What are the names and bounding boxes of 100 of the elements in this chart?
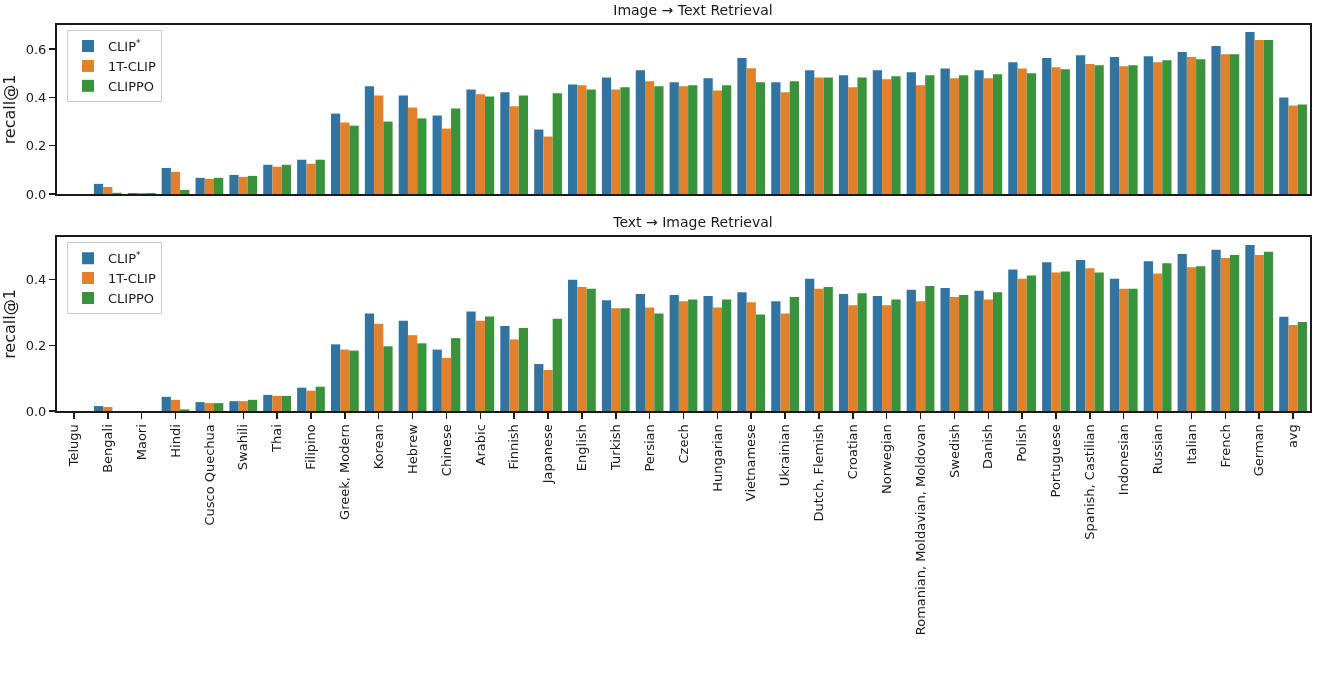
bar	[789, 81, 799, 194]
bar	[974, 70, 984, 194]
bar	[1220, 258, 1230, 411]
bar	[340, 122, 350, 194]
bar	[857, 293, 867, 411]
legend-label: CLIPPO	[108, 78, 155, 94]
bar	[1075, 259, 1086, 411]
bar	[238, 401, 248, 411]
bar	[1008, 62, 1018, 194]
bar	[1263, 39, 1274, 194]
bar	[712, 90, 722, 194]
bar	[161, 396, 171, 411]
bar	[306, 390, 316, 411]
bar	[1143, 56, 1153, 194]
bar	[1042, 262, 1052, 411]
bar	[771, 301, 781, 411]
bar	[805, 278, 815, 411]
bar	[1279, 316, 1289, 411]
bar	[737, 292, 747, 411]
x-tick-label: Cusco Quechua	[201, 424, 217, 526]
bar	[534, 364, 544, 411]
bar	[814, 77, 824, 194]
bar	[1075, 55, 1086, 194]
x-tick-label: avg	[1285, 424, 1301, 449]
x-tick-label: Finnish	[506, 424, 522, 470]
bar	[1263, 251, 1274, 411]
bar	[611, 89, 621, 194]
bar	[1254, 255, 1264, 411]
bar	[645, 81, 655, 194]
bar	[780, 313, 790, 411]
x-tick-label: Norwegian	[878, 424, 894, 494]
bar	[678, 86, 689, 194]
bar	[500, 325, 510, 411]
bar	[1119, 288, 1129, 411]
x-tick-label: Polish	[1014, 424, 1030, 462]
y-tick-label: 0.2	[25, 337, 47, 353]
bar	[451, 338, 461, 411]
y-tick-label: 0.0	[25, 403, 47, 419]
bar	[475, 94, 485, 194]
bar	[669, 295, 679, 411]
bar	[272, 166, 282, 194]
bar	[688, 85, 698, 194]
bar	[669, 82, 679, 194]
bar	[1288, 105, 1298, 194]
bar	[959, 75, 969, 194]
bar	[789, 297, 799, 411]
bar	[1297, 322, 1307, 411]
bar	[1060, 69, 1070, 194]
bar	[601, 77, 612, 194]
bar	[518, 95, 529, 194]
bar	[654, 313, 664, 411]
bar	[755, 82, 766, 194]
x-tick-label: Romanian, Moldavian, Moldovan	[912, 424, 928, 636]
x-tick-label: Dutch, Flemish	[811, 424, 827, 522]
bar	[229, 174, 239, 194]
x-tick-label: Persian	[641, 424, 657, 472]
bar	[586, 288, 596, 411]
bar	[398, 95, 408, 194]
bar	[940, 68, 950, 194]
bar	[746, 68, 756, 194]
legend-label: 1T-CLIP	[108, 271, 156, 287]
bar	[992, 74, 1003, 194]
bar	[1017, 68, 1027, 194]
bar	[432, 115, 442, 194]
bar	[180, 189, 190, 194]
bar	[577, 85, 587, 194]
chart-title: Image → Text Retrieval	[613, 1, 773, 18]
chart-title: Text → Image Retrieval	[612, 213, 773, 230]
x-tick-label: Ukrainian	[777, 424, 793, 487]
bar	[1288, 324, 1298, 411]
bar	[509, 106, 519, 194]
bar	[838, 294, 849, 411]
bar	[364, 86, 375, 194]
bar	[780, 92, 790, 194]
x-tick-label: English	[574, 424, 590, 472]
bar	[1177, 254, 1187, 411]
bar	[170, 399, 181, 411]
bar	[500, 92, 510, 194]
x-tick-label: Telugu	[66, 424, 82, 468]
bar	[1085, 64, 1095, 194]
bar	[466, 311, 476, 411]
y-tick-label: 0.6	[25, 41, 47, 57]
bar	[263, 164, 273, 194]
bar	[103, 187, 113, 194]
bar	[1017, 278, 1027, 411]
bar	[238, 176, 248, 194]
bar	[441, 357, 452, 411]
bar	[247, 175, 258, 194]
bar	[1186, 267, 1197, 411]
bar	[703, 78, 713, 194]
x-tick-label: Turkish	[607, 424, 623, 471]
bar	[568, 84, 578, 194]
bar	[940, 287, 950, 411]
bar	[349, 350, 359, 411]
x-tick-label: Danish	[980, 424, 996, 470]
x-tick-label: Bengali	[100, 424, 116, 473]
bar	[1162, 263, 1172, 411]
bar	[297, 387, 307, 411]
bar	[170, 171, 181, 194]
x-tick-label: Hindi	[167, 424, 183, 458]
